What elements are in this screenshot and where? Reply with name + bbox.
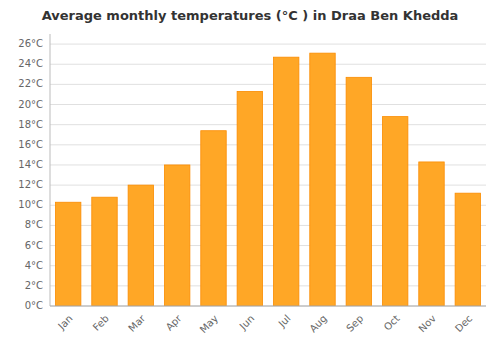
- x-tick-label: Oct: [382, 313, 402, 333]
- y-tick-label: 10°C: [18, 199, 43, 210]
- x-tick-label: Sep: [344, 313, 365, 334]
- grid-line: [50, 306, 486, 307]
- x-tick-label: Feb: [91, 313, 111, 333]
- bar: [55, 202, 80, 306]
- grid-line: [50, 144, 486, 145]
- x-tick-label: Jul: [276, 313, 293, 330]
- bar: [237, 91, 262, 306]
- y-tick-label: 8°C: [25, 219, 43, 230]
- grid: [50, 44, 486, 306]
- x-tick-label: May: [198, 313, 220, 335]
- y-tick-label: 12°C: [18, 179, 43, 190]
- x-tick-label: Jun: [237, 313, 257, 333]
- x-axis-labels: Jan Feb Mar Apr May Jun Jul Aug Sep Oct Nov Dec: [55, 312, 474, 335]
- bar: [455, 193, 480, 306]
- chart-container: 0°C 2°C 4°C 6°C 8°C 10°C 12°C 14°C 16°C 18°C 20°C 2…: [0, 0, 500, 350]
- y-tick-label: 2°C: [25, 280, 43, 291]
- grid-line: [50, 124, 486, 125]
- y-tick-label: 4°C: [25, 260, 43, 271]
- y-tick-label: 18°C: [18, 119, 43, 130]
- y-axis-line: [50, 34, 51, 306]
- grid-line: [50, 104, 486, 105]
- y-tick-label: 14°C: [18, 159, 43, 170]
- x-tick-label: Jan: [55, 313, 74, 332]
- grid-line: [50, 84, 486, 85]
- grid-line: [50, 44, 486, 45]
- y-tick-label: 26°C: [18, 38, 43, 49]
- bar: [310, 53, 335, 306]
- y-tick-label: 16°C: [18, 139, 43, 150]
- x-tick-label: Aug: [307, 313, 329, 335]
- y-tick-label: 24°C: [18, 58, 43, 69]
- x-axis-line: [50, 306, 486, 307]
- y-tick-label: 0°C: [25, 300, 43, 311]
- x-tick-label: Nov: [416, 313, 438, 335]
- x-tick-label: Dec: [453, 313, 474, 334]
- bar: [128, 185, 153, 306]
- bar: [346, 77, 371, 306]
- bar: [164, 165, 189, 306]
- bar: [382, 117, 407, 306]
- y-tick-label: 22°C: [18, 78, 43, 89]
- y-axis-labels: 0°C 2°C 4°C 6°C 8°C 10°C 12°C 14°C 16°C 18°C 20°C 2…: [18, 38, 43, 311]
- bars: [55, 53, 480, 306]
- chart-title: Average monthly temperatures (°C ) in Dr…: [42, 8, 459, 23]
- bar: [419, 162, 444, 306]
- y-tick-label: 20°C: [18, 99, 43, 110]
- x-tick-label: Mar: [126, 312, 148, 334]
- grid-line: [50, 64, 486, 65]
- y-tick-label: 6°C: [25, 240, 43, 251]
- bar: [273, 57, 298, 306]
- bar: [92, 197, 117, 306]
- bar: [201, 131, 226, 306]
- x-tick-label: Apr: [164, 312, 185, 333]
- chart-svg: 0°C 2°C 4°C 6°C 8°C 10°C 12°C 14°C 16°C 18°C 20°C 2…: [0, 0, 500, 350]
